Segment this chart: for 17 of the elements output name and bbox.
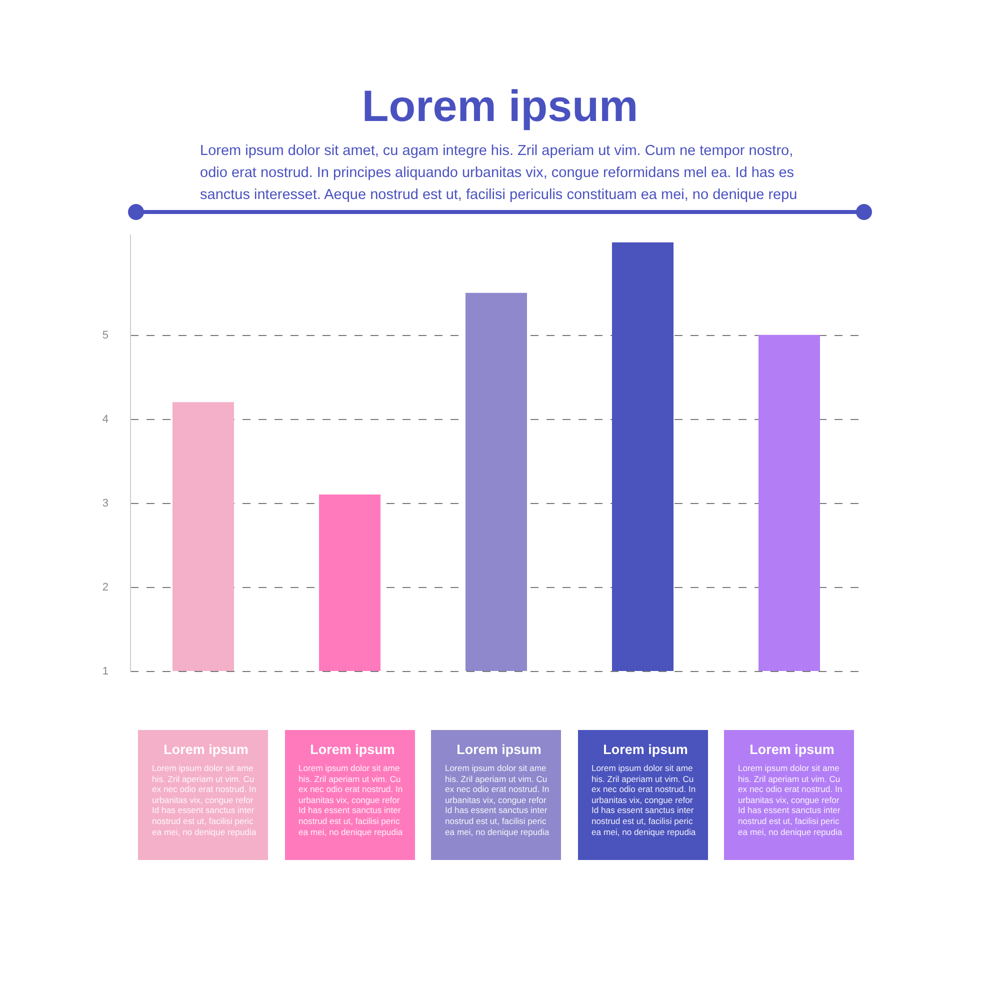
- y-tick-label: 5: [102, 329, 108, 342]
- y-tick-label: 3: [102, 497, 108, 510]
- chart-subtitle: Lorem ipsum dolor sit amet, cu agam integre his. Zril aperiam ut vim. Cum ne tempor nostro, odio erat nostrud. In principes aliquando urbanitas vix, congue reformidans mel ea. Id has es sanctus interesset. Aeque nostrud est ut, facilisi periculis constituam ea mei, no denique repu: [200, 142, 798, 205]
- x-tick-label: Lorem ipsum: [456, 742, 542, 757]
- x-tick-label: Lorem ipsum: [162, 742, 250, 757]
- text-card: Lorem ipsum Lorem ipsum dolor sit ame his. Zril aperiam ut vim. Cu ex nec odio erat nostrud. In urbanitas vix, congue refor Id has essent sanctus inter nostrud est ut, facilisi peric ea mei, no denique repudia: [138, 730, 268, 860]
- text-card: Lorem ipsum Lorem ipsum dolor sit ame his. Zril aperiam ut vim. Cu ex nec odio erat nostrud. In urbanitas vix, congue refor Id has essent sanctus inter nostrud est ut, facilisi peric ea mei, no denique repudia: [284, 730, 414, 860]
- text-card: Lorem ipsum Lorem ipsum dolor sit ame his. Zril aperiam ut vim. Cu ex nec odio erat nostrud. In urbanitas vix, congue refor Id has essent sanctus inter nostrud est ut, facilisi peric ea mei, no denique repudia: [578, 730, 708, 860]
- chart-title: Lorem ipsum: [360, 82, 640, 132]
- x-tick-label: Lorem ipsum: [602, 742, 689, 757]
- text-card: Lorem ipsum Lorem ipsum dolor sit ame his. Zril aperiam ut vim. Cu ex nec odio erat nostrud. In urbanitas vix, congue refor Id has essent sanctus inter nostrud est ut, facilisi peric ea mei, no denique repudia: [431, 730, 561, 860]
- x-tick-label: Lorem ipsum: [309, 742, 396, 757]
- y-tick-label: 2: [102, 581, 108, 594]
- y-tick-label: 1: [102, 666, 108, 678]
- text-card: Lorem ipsum Lorem ipsum dolor sit ame his. Zril aperiam ut vim. Cu ex nec odio erat nostrud. In urbanitas vix, congue refor Id has essent sanctus inter nostrud est ut, facilisi peric ea mei, no denique repudia: [724, 730, 854, 860]
- x-tick-label: Lorem ipsum: [748, 742, 836, 757]
- y-tick-label: 4: [102, 413, 108, 426]
